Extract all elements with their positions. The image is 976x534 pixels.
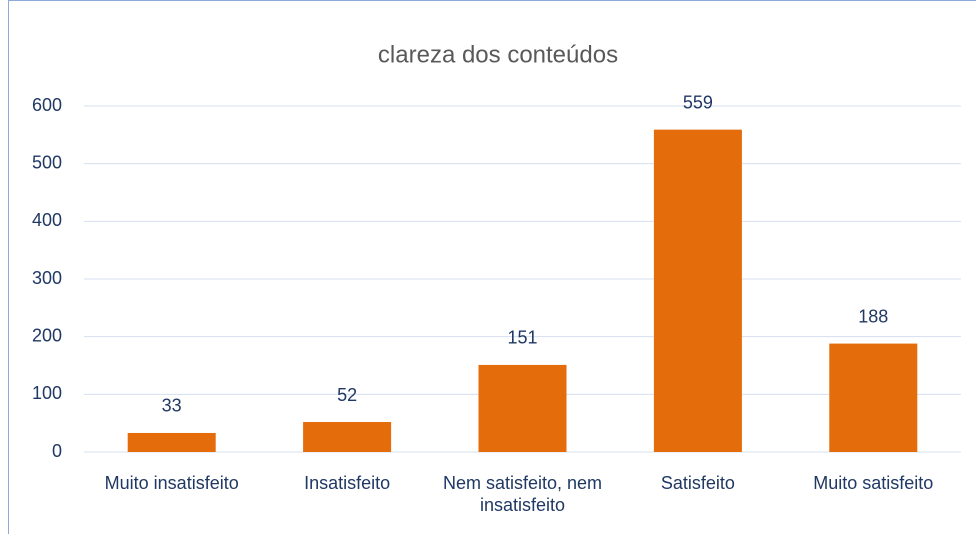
data-label: 151	[507, 328, 537, 348]
bar	[829, 343, 918, 452]
x-tick-label: Satisfeito	[660, 473, 735, 493]
y-tick-label: 200	[32, 325, 62, 345]
x-tick-label: Insatisfeito	[304, 473, 391, 493]
x-tick-label: Muito satisfeito	[813, 473, 934, 493]
bar	[303, 422, 392, 452]
y-tick-label: 400	[32, 210, 62, 230]
chart-title: clareza dos conteúdos	[378, 41, 618, 68]
data-label: 33	[162, 396, 182, 416]
data-label: 52	[337, 385, 357, 405]
bar	[478, 364, 567, 452]
y-tick-label: 600	[32, 95, 62, 115]
bar	[127, 432, 216, 452]
y-tick-label: 300	[32, 268, 62, 288]
bar	[653, 129, 742, 453]
x-tick-label: Muito insatisfeito	[104, 473, 239, 493]
y-tick-label: 100	[32, 383, 62, 403]
data-label: 188	[858, 306, 888, 326]
x-tick-label: Nem satisfeito, nem insatisfeito	[442, 473, 603, 515]
data-label: 559	[683, 92, 713, 112]
y-tick-label: 0	[52, 441, 62, 461]
chart-border	[8, 0, 976, 534]
y-tick-label: 500	[32, 152, 62, 172]
